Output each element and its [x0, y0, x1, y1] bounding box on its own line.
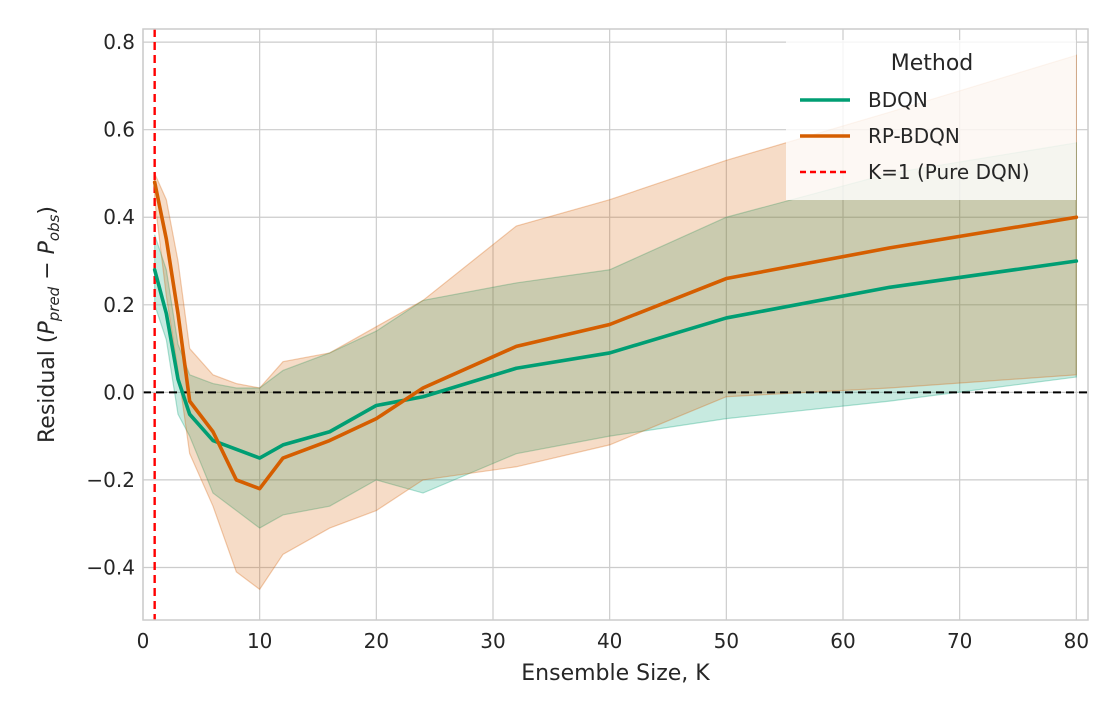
legend-title: Method — [891, 51, 974, 76]
y-tick-label: 0.4 — [103, 205, 135, 229]
x-tick-label: 80 — [1064, 629, 1089, 653]
x-tick-label: 20 — [364, 629, 389, 653]
legend-entry-label: K=1 (Pure DQN) — [868, 160, 1030, 184]
y-tick-label: 0.2 — [103, 293, 135, 317]
legend-entry-label: RP-BDQN — [868, 124, 960, 148]
legend-box — [786, 40, 1076, 200]
x-tick-label: 10 — [247, 629, 272, 653]
line-rp-bdqn — [152, 180, 1079, 491]
x-axis-label: Ensemble Size, K — [521, 661, 710, 686]
y-tick-label: 0.0 — [103, 380, 135, 404]
x-tick-label: 30 — [480, 629, 505, 653]
y-tick-label: 0.8 — [103, 30, 135, 54]
series-lines — [152, 180, 1079, 491]
x-tick-label: 50 — [714, 629, 739, 653]
y-tick-label: −0.4 — [86, 555, 135, 579]
y-axis-label: Residual (Ppred − Pobs) — [35, 206, 63, 443]
y-tick-label: 0.6 — [103, 118, 135, 142]
line-bdqn — [152, 259, 1079, 460]
legend-entry-label: BDQN — [868, 88, 928, 112]
legend: Method BDQN RP-BDQN K=1 (Pure DQN) — [786, 40, 1076, 200]
reference-lines — [143, 29, 1088, 620]
x-tick-label: 70 — [947, 629, 972, 653]
y-tick-label: −0.2 — [86, 468, 135, 492]
plot-frame — [142, 28, 1089, 621]
x-tick-label: 40 — [597, 629, 622, 653]
band-bdqn — [154, 142, 1077, 529]
tick-labels: 0 10 20 30 40 50 60 70 80 −0.4 −0.2 0.0 0.2 0.4 0.6 0.8 — [86, 30, 1089, 653]
x-tick-label: 60 — [830, 629, 855, 653]
legend-entries: BDQN RP-BDQN K=1 (Pure DQN) — [800, 88, 1030, 184]
x-tick-label: 0 — [137, 629, 150, 653]
